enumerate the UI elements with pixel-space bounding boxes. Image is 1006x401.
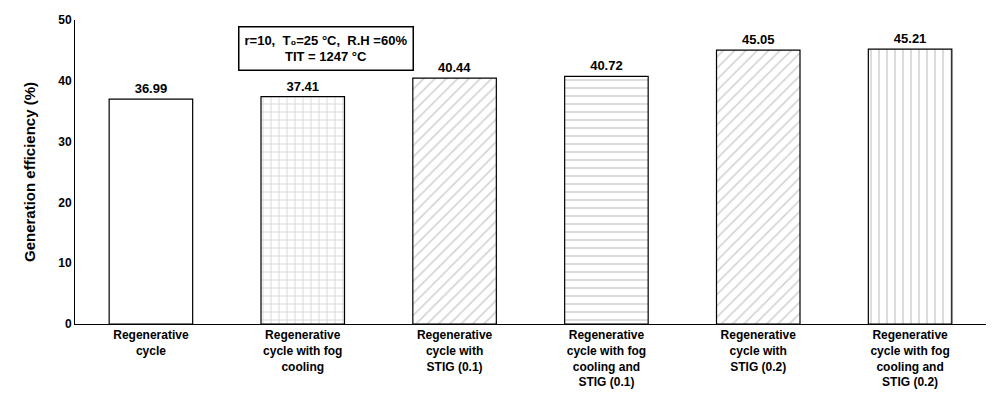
svg-text:36.99: 36.99 <box>135 81 168 96</box>
svg-text:40.72: 40.72 <box>590 58 623 73</box>
svg-text:40: 40 <box>58 74 72 88</box>
svg-text:Regenerativecycle with fogcool: Regenerativecycle with fogcooling andSTI… <box>567 328 646 389</box>
svg-text:Regenerativecycle withSTIG (0.: Regenerativecycle withSTIG (0.2) <box>721 328 797 373</box>
svg-text:Regenerativecycle withSTIG (0.: Regenerativecycle withSTIG (0.1) <box>417 328 493 373</box>
svg-text:45.05: 45.05 <box>742 32 775 47</box>
svg-text:20: 20 <box>58 196 72 210</box>
svg-text:45.21: 45.21 <box>894 31 927 46</box>
svg-text:30: 30 <box>58 135 72 149</box>
svg-text:Regenerativecycle with fogcool: Regenerativecycle with fogcooling andSTI… <box>870 328 949 389</box>
svg-text:r=10, T₀=25 °C, R.H =60%TIT: r=10, T₀=25 °C, R.H =60%TIT = 1247 °C <box>245 33 408 65</box>
svg-text:37.41: 37.41 <box>286 79 319 94</box>
svg-text:Regenerativecycle with fogcool: Regenerativecycle with fogcooling <box>263 328 342 373</box>
svg-text:Regenerativecycle: Regenerativecycle <box>113 328 189 358</box>
svg-text:50: 50 <box>58 13 72 27</box>
svg-text:0: 0 <box>65 317 72 331</box>
svg-text:40.44: 40.44 <box>438 60 471 75</box>
svg-text:Generation efficiency (%): Generation efficiency (%) <box>21 82 38 262</box>
svg-text:10: 10 <box>58 256 72 270</box>
